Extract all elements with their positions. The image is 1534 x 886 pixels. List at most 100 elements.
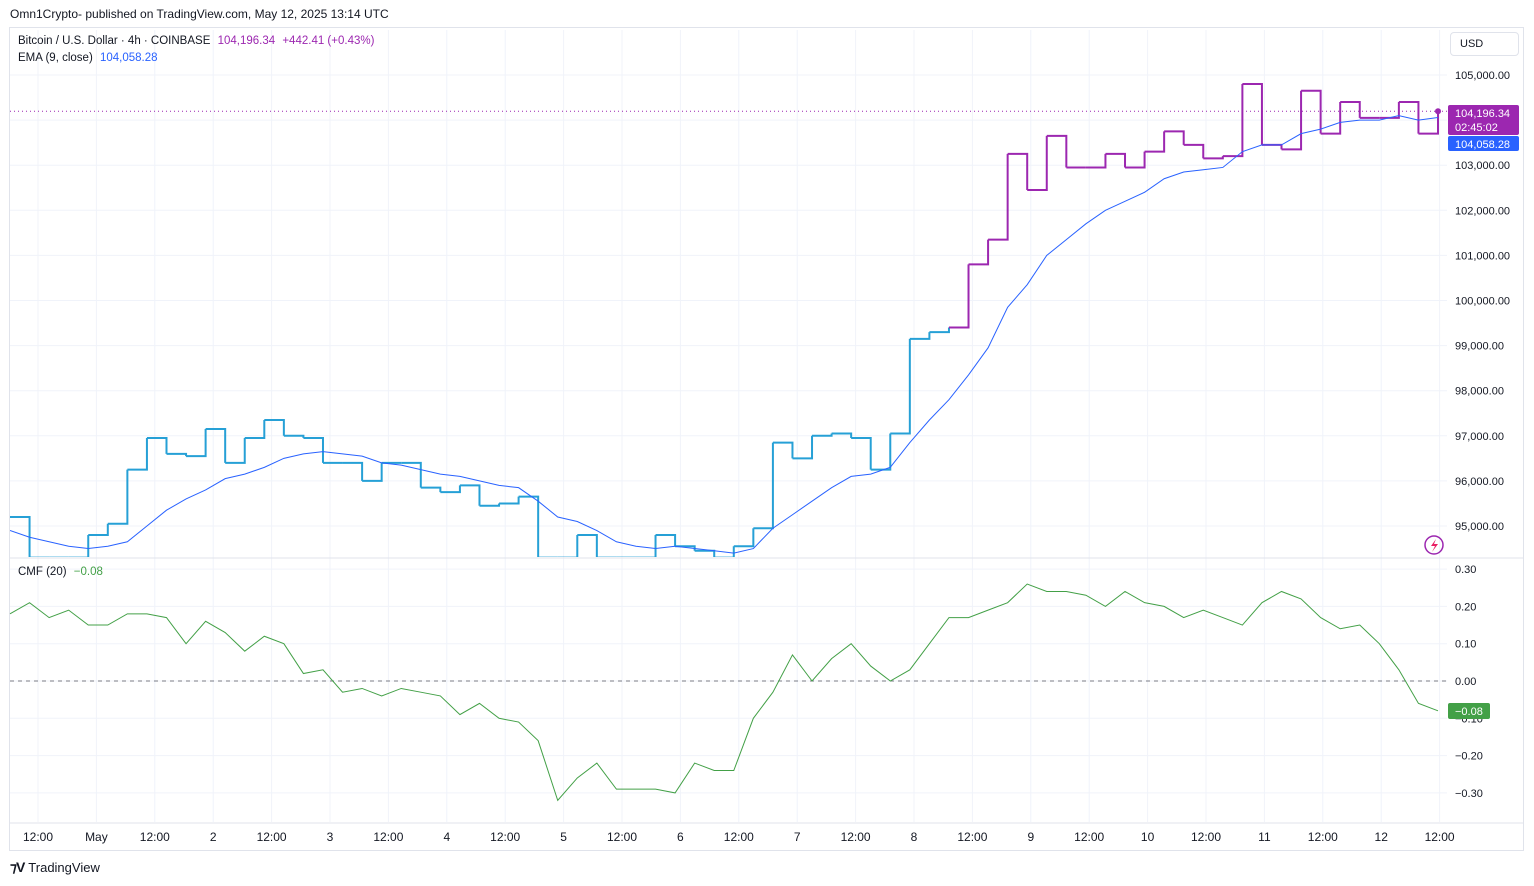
price-tick-label: 102,000.00 [1455, 205, 1510, 217]
price-tick-label: 101,000.00 [1455, 250, 1510, 262]
price-step-segment [518, 495, 540, 557]
price-step-segment [557, 535, 579, 557]
price-step-segment [264, 419, 285, 436]
last-price-dot [1435, 108, 1441, 115]
time-tick-label: 12:00 [1425, 830, 1455, 844]
price-step-segment [577, 534, 598, 557]
price-tick-label: 100,000.00 [1455, 296, 1510, 308]
price-series [10, 83, 1439, 557]
price-step-segment [88, 523, 109, 537]
cmf-tick-label: 0.10 [1455, 639, 1476, 651]
countdown-tag-value: 02:45:02 [1455, 122, 1498, 134]
time-tick-label: 5 [560, 830, 567, 844]
price-step-segment [948, 264, 970, 329]
time-tick-label: 6 [677, 830, 684, 844]
price-step-segment [812, 433, 833, 437]
last-price-tag [1448, 105, 1519, 135]
time-tick-label: 12:00 [957, 830, 987, 844]
brand-name: TradingView [28, 860, 100, 875]
price-step-segment [1242, 83, 1263, 145]
price-step-segment [1301, 89, 1322, 134]
time-tick-label: 12:00 [841, 830, 871, 844]
publisher-header: Omn1Crypto- published on TradingView.com… [10, 7, 389, 21]
price-step-segment [870, 433, 892, 471]
last-price-tag-value: 104,196.34 [1455, 108, 1510, 120]
price-step-segment [909, 332, 931, 340]
time-tick-label: 11 [1258, 830, 1271, 844]
change-value: +442.41 (+0.43%) [282, 35, 375, 47]
time-tick-label: 12:00 [23, 830, 53, 844]
cmf-value: −0.08 [73, 566, 103, 578]
price-step-segment [1418, 111, 1439, 135]
price-step-segment [244, 420, 266, 440]
time-tick-label: 12:00 [490, 830, 520, 844]
price-step-segment [1164, 130, 1185, 145]
price-step-segment [1105, 152, 1127, 168]
price-step-segment [1398, 101, 1420, 134]
price-step-segment [988, 153, 1009, 241]
price-tick-label: 95,000.00 [1455, 521, 1504, 533]
price-step-segment [968, 239, 990, 266]
time-tick-label: May [85, 830, 108, 844]
time-tick-label: 3 [327, 830, 334, 844]
price-step-segment [1340, 101, 1361, 118]
price-step-segment [362, 462, 383, 482]
cmf-tick-label: 0.30 [1455, 564, 1476, 576]
lightning-icon [1424, 535, 1444, 555]
chart-frame [9, 27, 1524, 851]
cmf-tick-label: −0.20 [1455, 751, 1483, 763]
price-step-segment [1007, 152, 1029, 191]
time-tick-label: 12:00 [1191, 830, 1221, 844]
time-tick-label: 12:00 [607, 830, 637, 844]
lightning-icon-circle [1424, 535, 1444, 555]
symbol-label[interactable]: Bitcoin / U.S. Dollar · 4h · COINBASE [18, 35, 211, 47]
price-step-segment [459, 484, 481, 506]
price-step-segment [401, 461, 422, 488]
time-tick-label: 8 [911, 830, 918, 844]
cmf-label[interactable]: CMF (20) [18, 566, 67, 578]
price-step-segment [186, 429, 207, 458]
price-step-segment [1046, 134, 1068, 168]
price-step-segment [1144, 131, 1166, 153]
time-tick-label: 12:00 [1074, 830, 1104, 844]
ema-line [10, 115, 1439, 554]
time-tick-label: 12:00 [140, 830, 170, 844]
price-step-segment [146, 437, 168, 454]
price-step-segment [342, 461, 364, 481]
price-step-segment [851, 437, 872, 470]
time-tick-label: 12:00 [724, 830, 754, 844]
time-tick-label: 12:00 [1308, 830, 1338, 844]
price-step-segment [107, 469, 129, 525]
currency-button[interactable]: USD [1450, 32, 1519, 56]
price-step-segment [1125, 151, 1146, 169]
price-tick-label: 97,000.00 [1455, 431, 1504, 443]
ema-value: 104,058.28 [99, 52, 158, 64]
cmf-value-tag [1448, 703, 1490, 719]
cmf-tag-value: −0.08 [1455, 706, 1483, 718]
price-tick-label: 96,000.00 [1455, 476, 1504, 488]
price-step-segment [1222, 84, 1244, 158]
time-tick-label: 7 [794, 830, 801, 844]
price-tick-label: 99,000.00 [1455, 341, 1504, 353]
price-step-segment [831, 432, 853, 439]
price-step-segment [772, 441, 794, 459]
main-legend: Bitcoin / U.S. Dollar · 4h · COINBASE 10… [18, 35, 378, 47]
brand[interactable]: ⁊V TradingView [10, 859, 100, 876]
cmf-legend: CMF (20) −0.08 [18, 566, 107, 578]
price-step-segment [283, 434, 305, 439]
price-step-segment [205, 428, 227, 463]
price-step-segment [420, 486, 442, 493]
price-step-segment [10, 515, 31, 557]
price-tick-label: 98,000.00 [1455, 386, 1504, 398]
price-step-segment [499, 496, 520, 505]
price-step-segment [127, 438, 148, 471]
time-tick-label: 4 [443, 830, 450, 844]
price-step-segment [1027, 135, 1048, 192]
ema-label[interactable]: EMA (9, close) [18, 52, 93, 64]
time-tick-label: 9 [1027, 830, 1034, 844]
price-step-segment [1085, 153, 1107, 169]
price-step-segment [1379, 102, 1400, 119]
price-step-segment [792, 435, 814, 460]
price-step-segment [655, 534, 677, 547]
